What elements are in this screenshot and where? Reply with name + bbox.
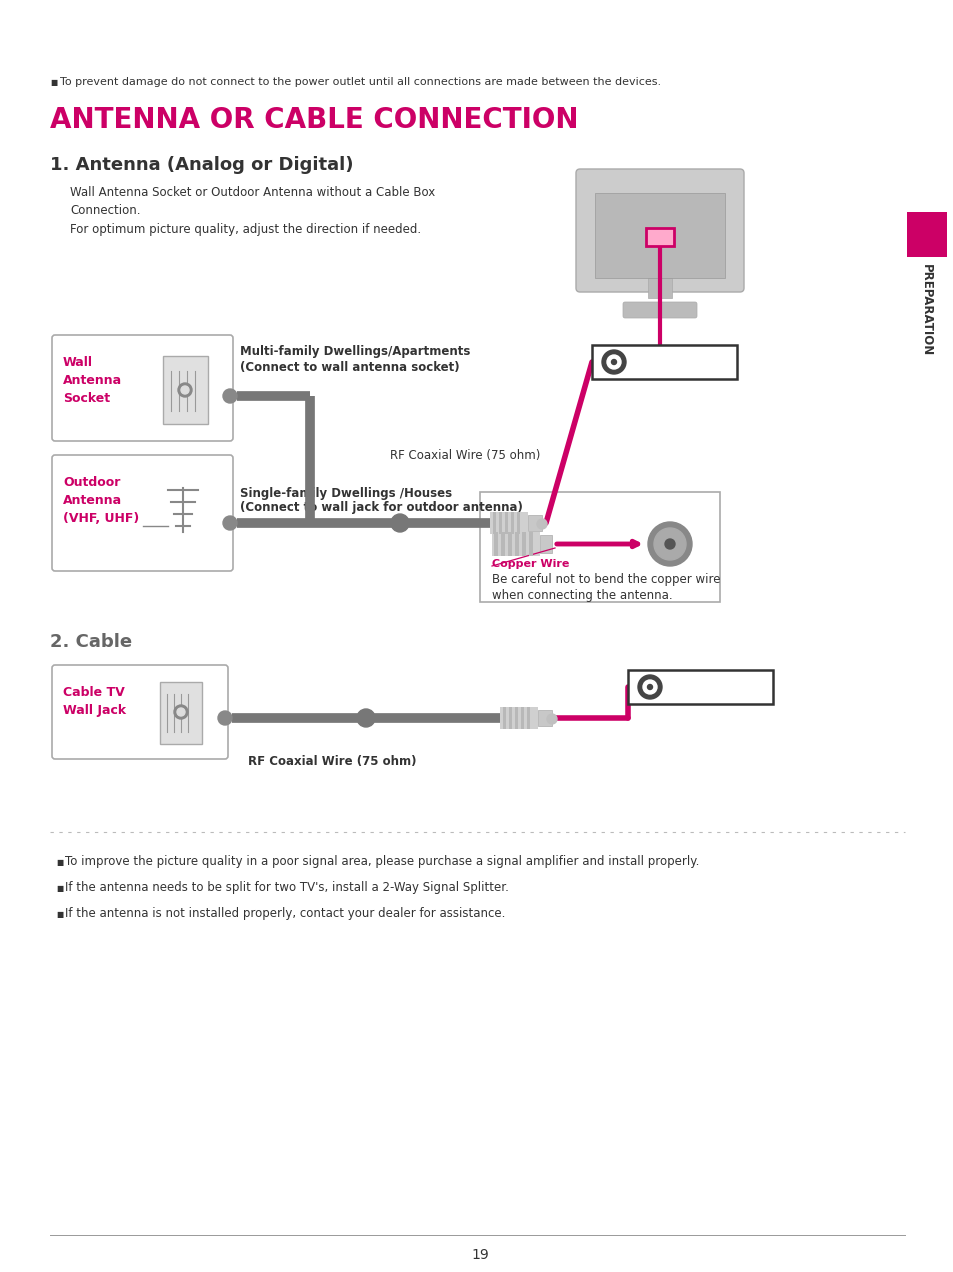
Circle shape (173, 705, 188, 719)
Bar (479, 492, 720, 602)
Text: ■: ■ (56, 909, 63, 918)
Circle shape (391, 514, 409, 532)
Text: PREPARATION: PREPARATION (919, 263, 931, 356)
Bar (493, 513, 496, 534)
Circle shape (218, 711, 232, 725)
Bar (520, 707, 523, 729)
Bar (527, 515, 541, 530)
Circle shape (664, 539, 675, 550)
Circle shape (223, 389, 236, 403)
Text: If the antenna needs to be split for two TV's, install a 2-Way Signal Splitter.: If the antenna needs to be split for two… (65, 881, 508, 894)
Bar (492, 532, 539, 556)
Text: 19: 19 (471, 1248, 488, 1262)
Text: Outdoor
Antenna
(VHF, UHF): Outdoor Antenna (VHF, UHF) (63, 476, 139, 525)
Bar (163, 356, 208, 424)
Text: To improve the picture quality in a poor signal area, please purchase a signal a: To improve the picture quality in a poor… (65, 856, 699, 869)
Bar (500, 532, 504, 556)
Bar (521, 532, 525, 556)
Bar (502, 707, 505, 729)
Bar (529, 532, 533, 556)
Bar (537, 710, 552, 726)
Text: 1. Antenna (Analog or Digital): 1. Antenna (Analog or Digital) (50, 156, 354, 174)
Text: ■: ■ (50, 78, 57, 86)
Circle shape (606, 355, 620, 369)
Text: ANTENNA IN: ANTENNA IN (667, 682, 740, 692)
Circle shape (546, 714, 557, 724)
Text: Wall Antenna Socket or Outdoor Antenna without a Cable Box: Wall Antenna Socket or Outdoor Antenna w… (70, 187, 435, 200)
FancyBboxPatch shape (622, 301, 697, 318)
Text: Single-family Dwellings /Houses: Single-family Dwellings /Houses (240, 486, 452, 500)
Text: Wall
Antenna
Socket: Wall Antenna Socket (63, 356, 122, 404)
Circle shape (178, 383, 192, 397)
FancyBboxPatch shape (52, 665, 228, 759)
Bar (526, 707, 530, 729)
Bar (517, 513, 519, 534)
Bar (509, 707, 512, 729)
Text: If the antenna is not installed properly, contact your dealer for assistance.: If the antenna is not installed properly… (65, 907, 505, 921)
Text: Copper Wire: Copper Wire (492, 558, 569, 569)
Text: RF Coaxial Wire (75 ohm): RF Coaxial Wire (75 ohm) (248, 756, 416, 768)
Bar (592, 345, 737, 379)
Circle shape (177, 709, 185, 716)
Text: Cable TV
Wall Jack: Cable TV Wall Jack (63, 686, 126, 717)
Text: Connection.: Connection. (70, 204, 140, 216)
Bar (490, 513, 527, 534)
Text: when connecting the antenna.: when connecting the antenna. (492, 589, 672, 602)
Text: (Connect to wall antenna socket): (Connect to wall antenna socket) (240, 360, 459, 374)
Text: ANTENNA OR CABLE CONNECTION: ANTENNA OR CABLE CONNECTION (50, 106, 578, 134)
Bar (595, 193, 724, 279)
Circle shape (537, 519, 546, 529)
Text: For optimum picture quality, adjust the direction if needed.: For optimum picture quality, adjust the … (70, 224, 420, 237)
Bar (504, 513, 507, 534)
Circle shape (181, 385, 189, 394)
Text: ■: ■ (56, 857, 63, 866)
Text: (Connect to wall jack for outdoor antenna): (Connect to wall jack for outdoor antenn… (240, 501, 522, 514)
Bar (539, 536, 552, 553)
Text: To prevent damage do not connect to the power outlet until all connections are m: To prevent damage do not connect to the … (60, 78, 660, 86)
Circle shape (356, 709, 375, 728)
Text: ANTENNA IN: ANTENNA IN (631, 357, 704, 368)
Circle shape (638, 675, 661, 700)
Bar (160, 682, 202, 744)
Text: Multi-family Dwellings/Apartments: Multi-family Dwellings/Apartments (240, 346, 470, 359)
Circle shape (611, 360, 616, 365)
Text: ■: ■ (56, 884, 63, 893)
Bar (494, 532, 497, 556)
Text: Be careful not to bend the copper wire: Be careful not to bend the copper wire (492, 574, 720, 586)
Circle shape (601, 350, 625, 374)
Bar (515, 532, 518, 556)
Bar (645, 228, 673, 245)
FancyBboxPatch shape (52, 335, 233, 441)
Bar (647, 279, 671, 298)
Bar (499, 707, 537, 729)
Text: 2. Cable: 2. Cable (50, 633, 132, 651)
Bar (627, 670, 772, 703)
Circle shape (642, 681, 657, 695)
Circle shape (654, 528, 685, 560)
Bar (507, 532, 512, 556)
FancyBboxPatch shape (52, 455, 233, 571)
Circle shape (223, 516, 236, 530)
Bar (906, 212, 946, 257)
Circle shape (647, 684, 652, 689)
Circle shape (647, 522, 691, 566)
FancyBboxPatch shape (576, 169, 743, 293)
Bar (515, 707, 517, 729)
Bar (511, 513, 514, 534)
Bar (498, 513, 501, 534)
Text: RF Coaxial Wire (75 ohm): RF Coaxial Wire (75 ohm) (390, 449, 539, 463)
